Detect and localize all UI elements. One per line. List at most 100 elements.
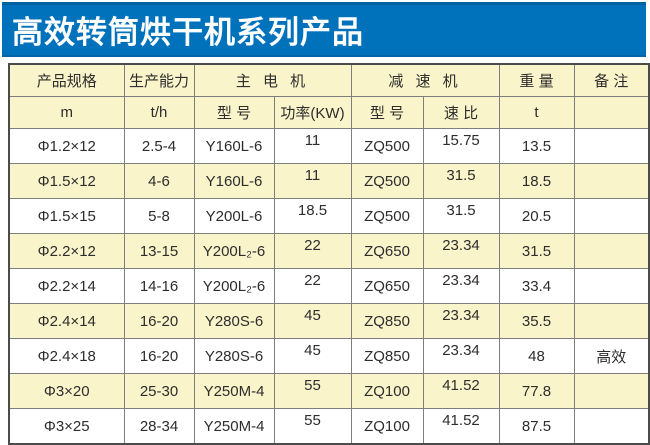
table-cell: Y280S-6 — [193, 303, 275, 339]
table-cell: Y160L-6 — [193, 128, 275, 164]
table-cell: Φ1.2×12 — [8, 128, 125, 164]
table-cell: 25-30 — [123, 373, 195, 409]
col-header-capacity: 生产能力 — [123, 63, 195, 97]
table-cell: 23.34 — [422, 233, 500, 269]
table-cell: ZQ500 — [350, 198, 424, 234]
unit-header-remark-blank — [573, 96, 650, 129]
header-row-groups: 产品规格 生产能力 主 电 机 减 速 机 重 量 备 注 — [8, 63, 650, 97]
table-cell: 23.34 — [422, 303, 500, 339]
unit-header-power-kw: 功率(KW) — [273, 96, 352, 129]
table-cell: Φ2.2×14 — [8, 268, 125, 304]
table-cell — [573, 198, 650, 234]
table-cell: ZQ650 — [350, 268, 424, 304]
table-cell: Φ2.4×18 — [8, 338, 125, 374]
table-cell — [573, 128, 650, 164]
table-cell — [573, 268, 650, 304]
table-cell: 77.8 — [498, 373, 575, 409]
table-cell: ZQ500 — [350, 128, 424, 164]
table-cell: 23.34 — [422, 338, 500, 374]
table-cell: 31.5 — [422, 198, 500, 234]
unit-header-reducer-model: 型 号 — [350, 96, 424, 129]
table-cell: Y250M-4 — [193, 373, 275, 409]
table-cell — [573, 233, 650, 269]
table-cell: ZQ850 — [350, 338, 424, 374]
page-title: 高效转筒烘干机系列产品 — [12, 15, 364, 50]
header-row-units: m t/h 型 号 功率(KW) 型 号 速 比 t — [8, 96, 650, 129]
spec-table: 产品规格 生产能力 主 电 机 减 速 机 重 量 备 注 m t/h 型 号 … — [8, 63, 650, 445]
table-row: Φ1.5×12 4-6 Y160L-6 11 ZQ500 31.5 18.5 — [8, 163, 650, 199]
table-cell: 14-16 — [123, 268, 195, 304]
table-cell: 11 — [273, 163, 352, 199]
table-cell: Y200L-6 — [193, 198, 275, 234]
col-header-reducer: 减 速 机 — [350, 63, 500, 97]
table-cell: 16-20 — [123, 303, 195, 339]
table-cell: 28-34 — [123, 408, 195, 445]
table-cell: Y250M-4 — [193, 408, 275, 445]
table-cell: Y160L-6 — [193, 163, 275, 199]
table-cell: Φ3×25 — [8, 408, 125, 445]
table-cell: 23.34 — [422, 268, 500, 304]
table-cell — [573, 408, 650, 445]
table-cell: 16-20 — [123, 338, 195, 374]
table-cell: 13-15 — [123, 233, 195, 269]
table-cell: 18.5 — [273, 198, 352, 234]
unit-header-th: t/h — [123, 96, 195, 129]
table-row: Φ3×25 28-34 Y250M-4 55 ZQ100 41.52 87.5 — [8, 408, 650, 445]
table-cell: Y280S-6 — [193, 338, 275, 374]
table-cell: 20.5 — [498, 198, 575, 234]
table-row: Φ3×20 25-30 Y250M-4 55 ZQ100 41.52 77.8 — [8, 373, 650, 409]
table-cell: 4-6 — [123, 163, 195, 199]
table-row: Φ2.2×14 14-16 Y200L₂-6 22 ZQ650 23.34 33.4 — [8, 268, 650, 304]
table-cell: 48 — [498, 338, 575, 374]
table-cell: ZQ100 — [350, 408, 424, 445]
table-cell: 45 — [273, 303, 352, 339]
col-header-remark: 备 注 — [573, 63, 650, 97]
table-cell: 87.5 — [498, 408, 575, 445]
table-cell: 41.52 — [422, 408, 500, 445]
table-cell: 33.4 — [498, 268, 575, 304]
table-cell: ZQ500 — [350, 163, 424, 199]
table-cell: Y200L₂-6 — [193, 233, 275, 269]
table-row: Φ2.2×12 13-15 Y200L₂-6 22 ZQ650 23.34 31.5 — [8, 233, 650, 269]
col-header-product-spec: 产品规格 — [8, 63, 125, 97]
table-cell: Φ2.2×12 — [8, 233, 125, 269]
title-banner: 高效转筒烘干机系列产品 — [2, 2, 646, 57]
table-cell: Φ3×20 — [8, 373, 125, 409]
table-row: Φ1.2×12 2.5-4 Y160L-6 11 ZQ500 15.75 13.5 — [8, 128, 650, 164]
unit-header-speed-ratio: 速 比 — [422, 96, 500, 129]
table-cell: Φ2.4×14 — [8, 303, 125, 339]
table-cell: 2.5-4 — [123, 128, 195, 164]
table-cell: 15.75 — [422, 128, 500, 164]
table-cell: 高效 — [573, 338, 650, 374]
col-header-weight: 重 量 — [498, 63, 575, 97]
table-cell: 18.5 — [498, 163, 575, 199]
unit-header-t: t — [498, 96, 575, 129]
table-body: Φ1.2×12 2.5-4 Y160L-6 11 ZQ500 15.75 13.5 Φ1.5×… — [8, 128, 650, 445]
table-row: Φ2.4×14 16-20 Y280S-6 45 ZQ850 23.34 35.5 — [8, 303, 650, 339]
table-cell: 11 — [273, 128, 352, 164]
table-cell: 55 — [273, 408, 352, 445]
table-cell: ZQ850 — [350, 303, 424, 339]
table-cell: Φ1.5×15 — [8, 198, 125, 234]
table-cell: ZQ650 — [350, 233, 424, 269]
table-cell: 22 — [273, 233, 352, 269]
table-cell: Y200L₂-6 — [193, 268, 275, 304]
col-header-main-motor: 主 电 机 — [193, 63, 352, 97]
table-cell: 22 — [273, 268, 352, 304]
table-cell: 31.5 — [498, 233, 575, 269]
table-cell: Φ1.5×12 — [8, 163, 125, 199]
unit-header-m: m — [8, 96, 125, 129]
table-cell: 41.52 — [422, 373, 500, 409]
table-header: 产品规格 生产能力 主 电 机 减 速 机 重 量 备 注 m t/h 型 号 … — [8, 63, 650, 129]
table-cell: 45 — [273, 338, 352, 374]
table-cell: 31.5 — [422, 163, 500, 199]
table-cell: 13.5 — [498, 128, 575, 164]
table-cell: 35.5 — [498, 303, 575, 339]
table-cell — [573, 163, 650, 199]
table-cell: 55 — [273, 373, 352, 409]
table-cell: ZQ100 — [350, 373, 424, 409]
table-row: Φ1.5×15 5-8 Y200L-6 18.5 ZQ500 31.5 20.5 — [8, 198, 650, 234]
table-row: Φ2.4×18 16-20 Y280S-6 45 ZQ850 23.34 48 高效 — [8, 338, 650, 374]
unit-header-motor-model: 型 号 — [193, 96, 275, 129]
table-cell: 5-8 — [123, 198, 195, 234]
